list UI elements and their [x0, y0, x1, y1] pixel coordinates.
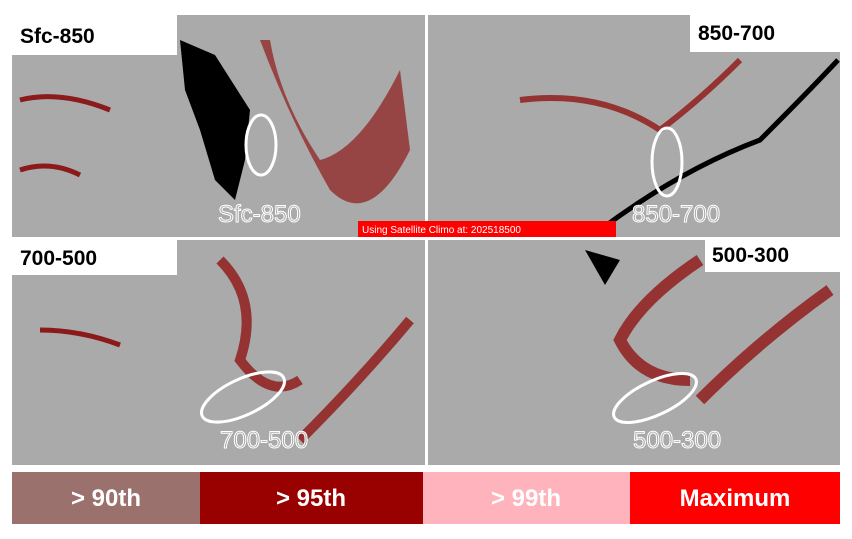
legend-label: > 90th [71, 485, 141, 512]
highlight-ellipse [612, 372, 698, 424]
label-box [690, 15, 840, 52]
panel-label: 700-500 [20, 247, 97, 270]
feature [598, 58, 840, 233]
feature [19, 94, 111, 178]
feature [216, 256, 414, 444]
legend-swatch [200, 472, 423, 524]
highlight-ellipse [650, 126, 684, 198]
legend-swatch [630, 472, 840, 524]
panel-overlay: Sfc-850 [218, 201, 301, 228]
panel-overlay: 700-500 [220, 427, 308, 454]
legend-swatch [12, 472, 200, 524]
panel-overlay: 500-300 [633, 427, 721, 454]
feature [39, 327, 121, 348]
legend-label: Maximum [680, 485, 791, 512]
banner [358, 221, 616, 237]
feature [180, 40, 250, 200]
panel-overlay: 850-700 [632, 201, 720, 228]
feature [260, 40, 410, 204]
legend-swatch [423, 472, 630, 524]
panel-label: 850-700 [698, 22, 775, 45]
panel-label: 500-300 [712, 244, 789, 267]
legend-label: > 95th [276, 485, 346, 512]
panel-label: Sfc-850 [20, 25, 95, 48]
banner-text: Using Satellite Climo at: 202518500 [362, 225, 521, 236]
label-box [705, 240, 840, 272]
feature [585, 250, 620, 285]
label-box [12, 15, 172, 55]
highlight-ellipse [200, 370, 286, 424]
highlight-ellipse [244, 113, 278, 177]
map-panel [12, 240, 425, 465]
legend-label: > 99th [491, 485, 561, 512]
label-box [12, 240, 177, 275]
